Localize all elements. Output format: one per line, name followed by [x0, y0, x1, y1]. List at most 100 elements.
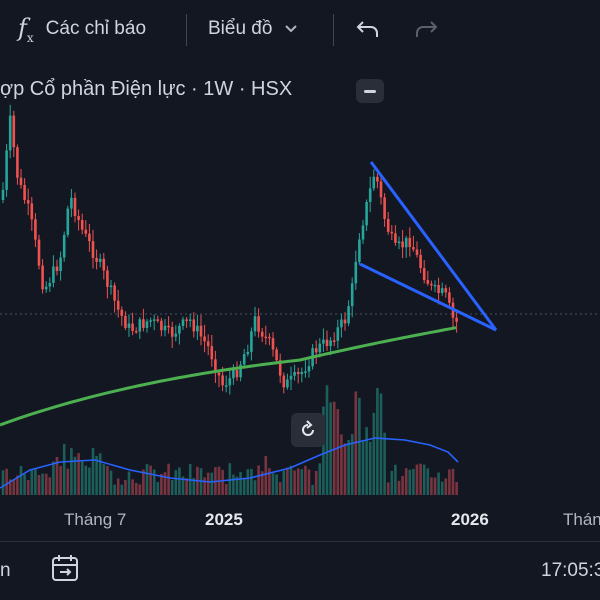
- candle-body: [131, 323, 134, 331]
- volume-bar: [98, 453, 102, 495]
- candle-body: [170, 327, 174, 337]
- volume-bar: [91, 447, 95, 495]
- candle-body: [376, 176, 379, 182]
- candle-body: [44, 286, 48, 290]
- volume-bar: [124, 480, 127, 495]
- volume-bar: [1, 470, 5, 495]
- volume-bar: [37, 475, 41, 495]
- candle-body: [66, 208, 70, 235]
- volume-bar: [170, 479, 174, 495]
- volume-bar: [127, 471, 131, 495]
- symbol-title: ợp Cổ phần Điện lực · 1W · HSX: [0, 78, 293, 100]
- candle-body: [239, 364, 242, 378]
- volume-bar: [174, 470, 178, 495]
- candle-body: [404, 237, 408, 248]
- candle-body: [55, 266, 59, 272]
- candle-body: [354, 261, 358, 284]
- volume-bar: [314, 470, 318, 495]
- candle-body: [408, 237, 412, 248]
- volume-bar: [59, 466, 62, 495]
- volume-bar: [433, 477, 437, 495]
- candle-body: [329, 340, 332, 347]
- wedge-upper-line[interactable]: [369, 161, 498, 331]
- volume-bar: [152, 469, 156, 495]
- candle-body: [145, 321, 149, 328]
- volume-bar: [163, 472, 167, 495]
- candle-body: [264, 336, 268, 339]
- candle-body: [448, 292, 451, 303]
- candle-body: [30, 203, 34, 220]
- volume-bar: [116, 478, 120, 495]
- volume-bar: [224, 484, 228, 495]
- redo-icon: [416, 21, 438, 37]
- candle-body: [268, 336, 271, 339]
- volume-bar: [203, 477, 206, 495]
- volume-bar: [340, 434, 343, 495]
- wedge-lower-line[interactable]: [359, 262, 497, 332]
- candle-body: [8, 115, 12, 151]
- candle-body: [84, 229, 88, 234]
- candle-body: [386, 218, 390, 232]
- candle-body: [178, 325, 181, 334]
- candle-body: [192, 319, 196, 332]
- volume-bar: [448, 469, 451, 495]
- indicators-button[interactable]: fx Các chỉ báo: [18, 0, 146, 58]
- volume-average-line: [0, 437, 459, 489]
- candle-body: [314, 348, 318, 353]
- volume-bar: [386, 482, 390, 495]
- candle-body: [455, 317, 458, 322]
- candle-body: [217, 372, 221, 376]
- candle-body: [343, 319, 347, 324]
- go-to-date-button[interactable]: [50, 553, 80, 588]
- volume-bar: [365, 427, 368, 495]
- candle-body: [437, 284, 440, 293]
- candle-body: [397, 241, 401, 244]
- range-label[interactable]: n: [0, 560, 11, 581]
- volume-bar: [30, 469, 34, 495]
- candle-body: [289, 375, 293, 380]
- candle-body: [206, 341, 210, 347]
- volume-bar: [397, 480, 401, 495]
- volume-bar: [88, 467, 91, 495]
- collapse-legend-button[interactable]: [356, 79, 384, 103]
- candle-body: [181, 319, 185, 326]
- candle-body: [127, 323, 131, 328]
- volume-bar: [311, 484, 314, 495]
- candle-body: [109, 285, 113, 288]
- candle-body: [152, 319, 156, 321]
- candle-body: [228, 378, 232, 386]
- volume-bar: [300, 469, 304, 495]
- candle-body: [401, 241, 404, 248]
- x-axis-label: 2026: [451, 510, 489, 529]
- volume-bar: [160, 473, 163, 495]
- candle-body: [134, 330, 138, 333]
- redo-button[interactable]: [413, 0, 439, 58]
- chart-type-button[interactable]: Biểu đồ: [208, 0, 298, 58]
- minus-icon: [364, 89, 376, 93]
- volume-bar: [250, 468, 253, 495]
- volume-bar: [419, 463, 422, 495]
- candle-body: [91, 241, 95, 258]
- toolbar-divider: [186, 14, 187, 46]
- volume-bar: [422, 464, 426, 495]
- reset-chart-button[interactable]: [291, 413, 325, 447]
- volume-bar: [343, 443, 347, 495]
- candle-body: [149, 320, 152, 322]
- undo-button[interactable]: [355, 0, 381, 58]
- volume-bar: [232, 474, 235, 495]
- price-chart[interactable]: [0, 58, 600, 508]
- volume-bar: [307, 469, 311, 495]
- volume-bar: [278, 482, 282, 495]
- candle-body: [419, 254, 422, 269]
- volume-bar: [52, 461, 55, 495]
- volume-bar: [296, 468, 300, 495]
- candle-body: [48, 282, 52, 287]
- candle-body: [433, 284, 437, 287]
- candle-body: [325, 339, 329, 347]
- candle-body: [246, 351, 250, 355]
- volume-bar: [440, 481, 444, 495]
- volume-bar: [264, 455, 268, 495]
- volume-bar: [268, 468, 271, 495]
- volume-bar: [109, 470, 113, 495]
- volume-bar: [228, 463, 232, 495]
